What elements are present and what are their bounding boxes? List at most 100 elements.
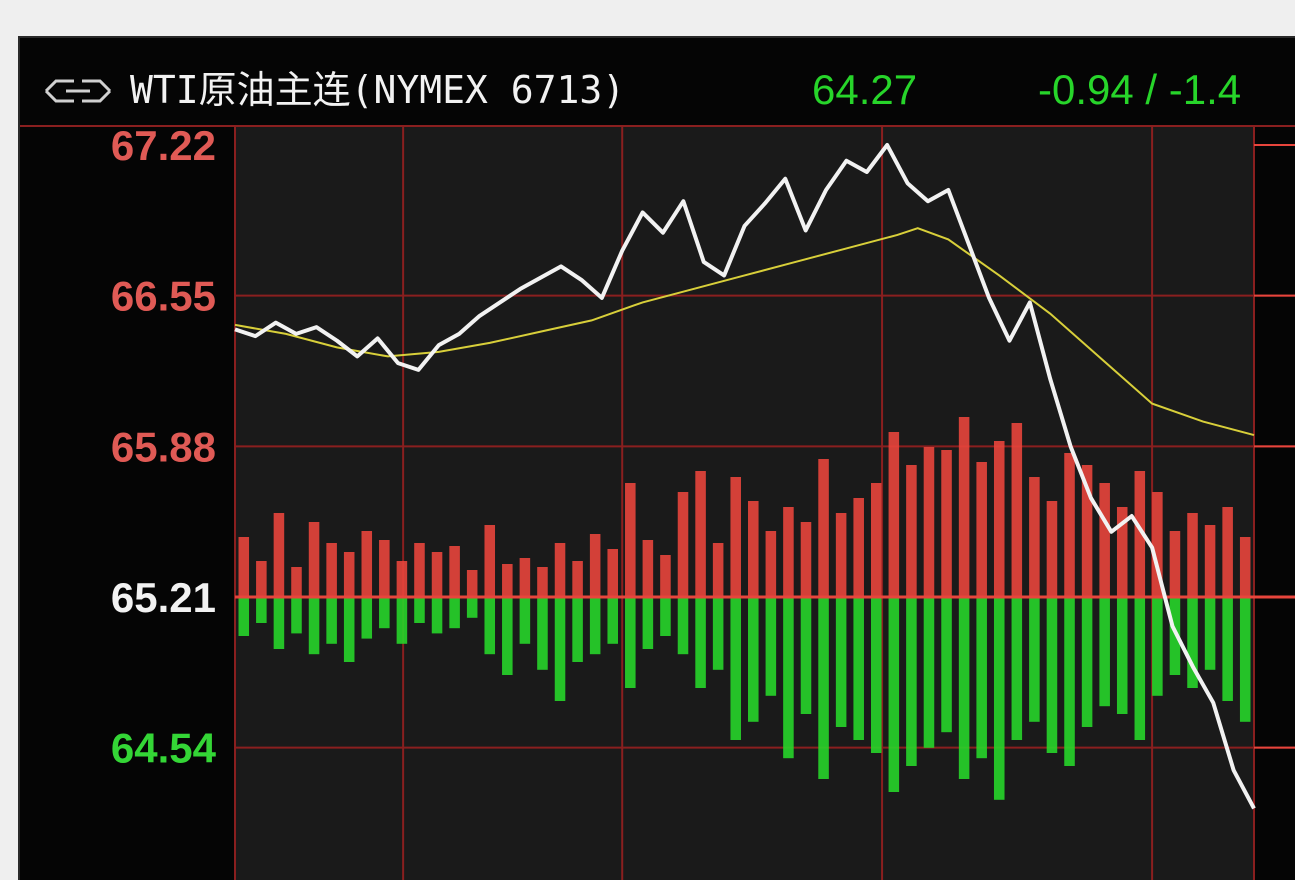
down-bar bbox=[1204, 597, 1216, 670]
down-bar bbox=[941, 597, 952, 733]
down-bar bbox=[1116, 597, 1128, 714]
up-bar bbox=[941, 450, 952, 597]
up-bar bbox=[449, 546, 460, 597]
down-bar bbox=[625, 597, 636, 688]
up-bar bbox=[1134, 471, 1146, 597]
down-bar bbox=[730, 597, 741, 740]
up-bar bbox=[1116, 507, 1128, 597]
down-bar bbox=[396, 597, 408, 644]
up-bar bbox=[484, 525, 496, 597]
down-bar bbox=[326, 597, 337, 644]
up-bar bbox=[361, 531, 373, 597]
down-bar bbox=[818, 597, 829, 779]
down-bar bbox=[379, 597, 390, 629]
down-bar bbox=[1239, 597, 1251, 722]
up-bar bbox=[256, 561, 267, 597]
down-bar bbox=[1081, 597, 1093, 727]
up-bar bbox=[379, 540, 390, 597]
down-bar bbox=[888, 597, 900, 792]
down-bar bbox=[519, 597, 531, 644]
average-price-line bbox=[234, 227, 1255, 437]
up-bar bbox=[818, 459, 829, 597]
up-bar bbox=[642, 540, 654, 597]
down-bar bbox=[853, 597, 864, 740]
down-bar bbox=[958, 597, 970, 779]
down-bar bbox=[800, 597, 812, 714]
chart-panel: WTI原油主连(NYMEX 6713) 64.27 -0.94 / -1.4 6… bbox=[18, 36, 1295, 880]
up-bar bbox=[888, 432, 900, 597]
down-bar bbox=[554, 597, 566, 701]
up-bar bbox=[660, 555, 671, 597]
up-bar bbox=[835, 513, 847, 597]
up-bar bbox=[431, 552, 443, 597]
up-bar bbox=[308, 522, 320, 597]
down-bar bbox=[1169, 597, 1181, 675]
up-bar bbox=[1187, 513, 1198, 597]
instrument-title: WTI原油主连(NYMEX 6713) bbox=[130, 68, 626, 112]
up-bar bbox=[712, 543, 724, 597]
up-bar bbox=[1099, 483, 1110, 597]
up-bar bbox=[1152, 492, 1163, 597]
up-bar bbox=[273, 513, 285, 597]
down-bar bbox=[484, 597, 496, 655]
last-price: 64.27 bbox=[812, 66, 918, 113]
down-bar bbox=[308, 597, 320, 655]
up-bar bbox=[1081, 465, 1093, 597]
down-bar bbox=[748, 597, 759, 722]
up-bar bbox=[607, 549, 619, 597]
down-bar bbox=[677, 597, 689, 655]
up-bar bbox=[1169, 531, 1181, 597]
up-bar bbox=[1011, 423, 1023, 597]
down-bar bbox=[1046, 597, 1058, 753]
down-bar bbox=[870, 597, 882, 753]
down-bar bbox=[712, 597, 724, 670]
down-bar bbox=[343, 597, 355, 662]
up-bar bbox=[414, 543, 425, 597]
down-bar bbox=[238, 597, 250, 636]
up-bar bbox=[396, 561, 408, 597]
down-bar bbox=[607, 597, 619, 644]
down-bar bbox=[642, 597, 654, 649]
up-bar bbox=[589, 534, 601, 597]
down-bar bbox=[537, 597, 548, 670]
up-bar bbox=[326, 543, 337, 597]
down-bar bbox=[923, 597, 935, 748]
up-bar bbox=[870, 483, 882, 597]
down-bar bbox=[695, 597, 706, 688]
y-tick-label: 64.54 bbox=[111, 725, 217, 772]
up-bar bbox=[572, 561, 583, 597]
price-change: -0.94 / -1.4 bbox=[1038, 66, 1242, 113]
down-bar bbox=[976, 597, 987, 759]
down-bar bbox=[431, 597, 443, 634]
up-bar bbox=[748, 501, 759, 597]
up-bar bbox=[1204, 525, 1216, 597]
down-bar bbox=[502, 597, 513, 675]
up-bar bbox=[765, 531, 777, 597]
up-bar bbox=[502, 564, 513, 597]
down-bar bbox=[466, 597, 478, 618]
y-tick-label: 65.88 bbox=[111, 423, 216, 470]
down-bar bbox=[1187, 597, 1198, 688]
up-bar bbox=[554, 543, 566, 597]
down-bar bbox=[835, 597, 847, 727]
up-bar bbox=[695, 471, 706, 597]
quote-header: WTI原油主连(NYMEX 6713) 64.27 -0.94 / -1.4 bbox=[20, 38, 1295, 124]
up-bar bbox=[976, 462, 987, 597]
down-bar bbox=[256, 597, 267, 623]
down-bar bbox=[1222, 597, 1233, 701]
up-bar bbox=[783, 507, 794, 597]
down-bar bbox=[1011, 597, 1023, 740]
link-icon[interactable] bbox=[42, 76, 114, 106]
down-bar bbox=[1152, 597, 1163, 696]
up-bar bbox=[1064, 453, 1075, 597]
down-bar bbox=[660, 597, 671, 636]
up-bar bbox=[1029, 477, 1040, 597]
up-bar bbox=[677, 492, 689, 597]
down-bar bbox=[1064, 597, 1075, 766]
up-bar bbox=[923, 447, 935, 597]
up-bar bbox=[238, 537, 250, 597]
up-bar bbox=[291, 567, 302, 597]
up-bar bbox=[343, 552, 355, 597]
down-bar bbox=[291, 597, 302, 634]
